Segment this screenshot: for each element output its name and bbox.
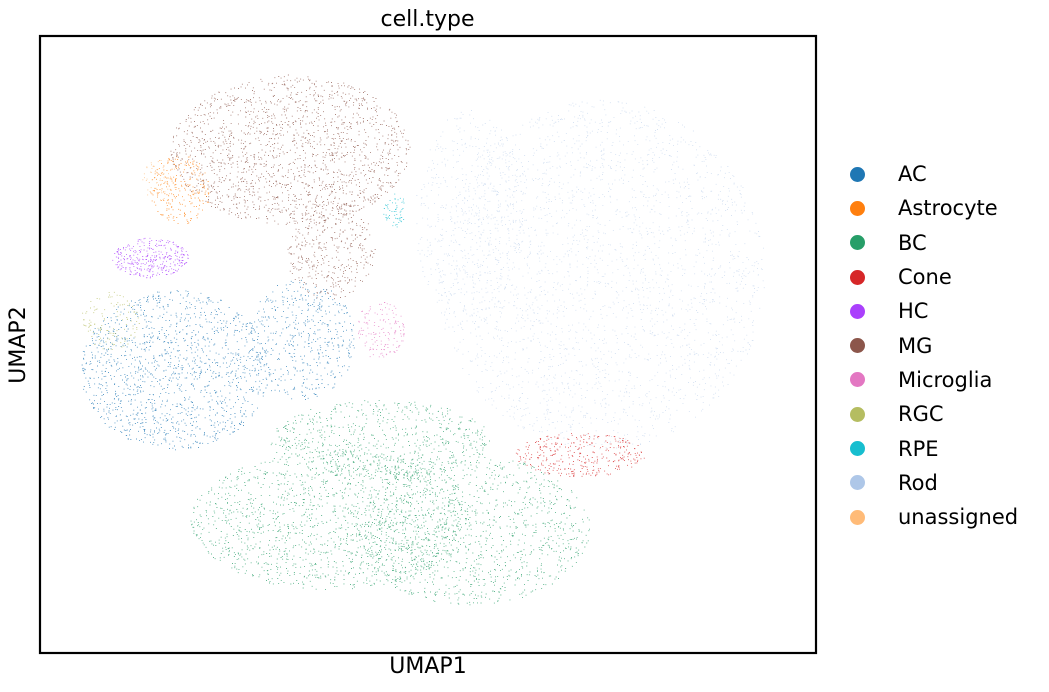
- legend-label: HC: [898, 299, 929, 324]
- legend-item-rod: Rod: [848, 466, 1018, 500]
- legend-marker: [850, 338, 865, 354]
- legend-item-unassigned: unassigned: [848, 500, 1018, 534]
- legend-item-mg: MG: [848, 328, 1018, 362]
- legend-item-microglia: Microglia: [848, 363, 1018, 397]
- legend-label: AC: [898, 162, 927, 187]
- legend-item-rgc: RGC: [848, 397, 1018, 431]
- legend-label: Microglia: [898, 367, 993, 392]
- legend-marker: [850, 441, 865, 457]
- points-microglia: [358, 302, 405, 358]
- points-astrocyte: [150, 156, 210, 225]
- legend-item-bc: BC: [848, 226, 1018, 260]
- points-mg: [170, 74, 411, 300]
- points-hc: [112, 237, 189, 279]
- legend-marker: [850, 166, 865, 182]
- legend-marker: [850, 372, 865, 388]
- legend-marker: [850, 475, 865, 491]
- y-axis-label: UMAP2: [6, 306, 31, 384]
- legend: AC Astrocyte BC Cone HC MG Microglia RGC RPE Rod u…: [848, 157, 1018, 534]
- points-ac: [81, 279, 355, 451]
- legend-item-cone: Cone: [848, 260, 1018, 294]
- legend-label: RGC: [898, 402, 944, 427]
- legend-label: Cone: [898, 265, 952, 290]
- points-rod: [416, 99, 765, 450]
- legend-marker: [850, 509, 865, 525]
- legend-marker: [850, 235, 865, 251]
- legend-label: BC: [898, 230, 927, 255]
- legend-marker: [850, 269, 865, 285]
- legend-item-astrocyte: Astrocyte: [848, 191, 1018, 225]
- legend-label: Rod: [898, 470, 938, 495]
- legend-label: Astrocyte: [898, 196, 998, 221]
- cell-point-cloud: [81, 74, 765, 606]
- legend-item-rpe: RPE: [848, 431, 1018, 465]
- legend-label: RPE: [898, 436, 939, 461]
- points-unassigned: [142, 159, 176, 201]
- legend-item-ac: AC: [848, 157, 1018, 191]
- legend-item-hc: HC: [848, 294, 1018, 328]
- points-rpe: [383, 193, 405, 228]
- x-axis-label: UMAP1: [389, 654, 467, 679]
- legend-marker: [850, 406, 865, 422]
- legend-label: unassigned: [898, 505, 1019, 530]
- chart-title: cell.type: [380, 7, 475, 32]
- legend-label: MG: [898, 333, 933, 358]
- plot-frame: [38, 34, 818, 655]
- points-bc: [190, 400, 590, 606]
- points-rgc: [82, 291, 140, 350]
- points-cone: [515, 433, 645, 477]
- legend-marker: [850, 200, 865, 216]
- legend-marker: [850, 303, 865, 319]
